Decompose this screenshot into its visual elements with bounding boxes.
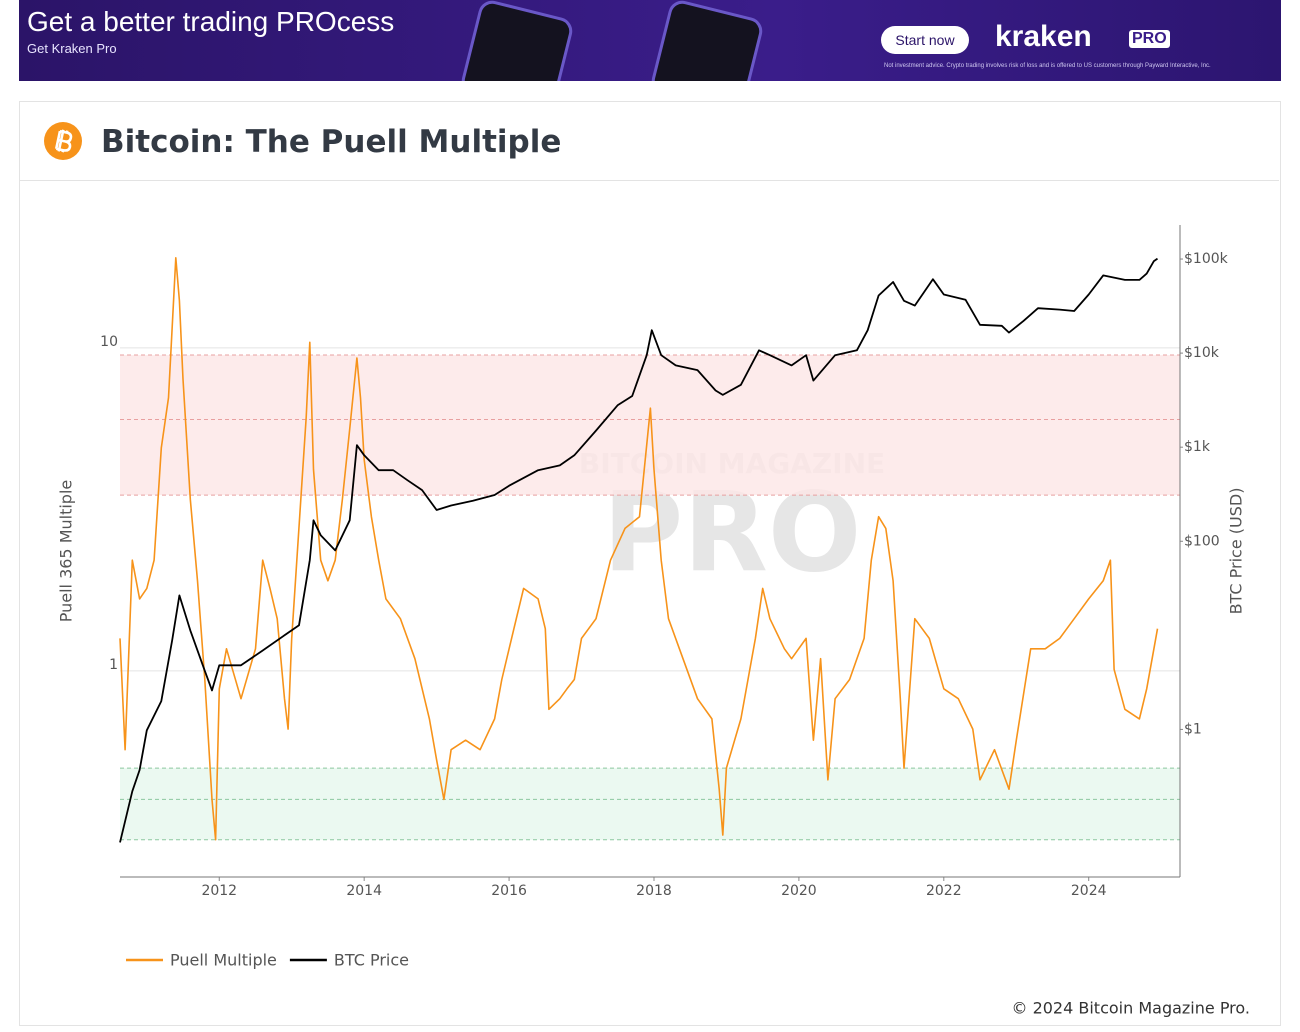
ad-banner[interactable]: Get a better trading PROcess Get Kraken … xyxy=(19,0,1281,81)
series-line xyxy=(119,257,1159,843)
chart-title: Bitcoin: The Puell Multiple xyxy=(101,124,562,160)
x-tick-label: 2022 xyxy=(926,883,962,899)
series-line xyxy=(119,257,1159,841)
y2-tick-label: $100 xyxy=(1184,533,1220,549)
ad-brand-badge: PRO xyxy=(1129,30,1170,48)
band xyxy=(120,768,1180,840)
x-tick-label: 2024 xyxy=(1071,883,1107,899)
y-tick-label: 10 xyxy=(100,334,118,350)
y2-tick-label: $1 xyxy=(1184,721,1202,737)
ad-subline: Get Kraken Pro xyxy=(27,41,117,56)
y2-tick-label: $10k xyxy=(1184,345,1220,361)
copyright: © 2024 Bitcoin Magazine Pro. xyxy=(1011,999,1250,1018)
x-tick-label: 2020 xyxy=(781,883,817,899)
x-tick-label: 2014 xyxy=(346,883,382,899)
y-tick-label: 1 xyxy=(109,657,118,673)
y-axis-title: Puell 365 Multiple xyxy=(57,480,76,623)
legend-label: Puell Multiple xyxy=(170,951,277,970)
card-header: Bitcoin: The Puell Multiple xyxy=(19,101,1279,181)
x-tick-label: 2018 xyxy=(636,883,672,899)
y2-axis-title: BTC Price (USD) xyxy=(1227,488,1246,615)
ad-disclaimer: Not investment advice. Crypto trading in… xyxy=(884,63,1211,69)
ad-brand: kraken xyxy=(995,20,1092,53)
x-tick-label: 2012 xyxy=(201,883,237,899)
chart-card xyxy=(19,101,1281,1026)
band xyxy=(120,355,1180,496)
y2-tick-label: $1k xyxy=(1184,439,1211,455)
ad-headline: Get a better trading PROcess xyxy=(27,6,395,37)
bitcoin-icon xyxy=(44,122,82,160)
legend-label: BTC Price xyxy=(334,951,409,970)
x-tick-label: 2016 xyxy=(491,883,527,899)
y2-tick-label: $100k xyxy=(1184,251,1229,267)
ad-button[interactable]: Start now xyxy=(881,26,969,54)
